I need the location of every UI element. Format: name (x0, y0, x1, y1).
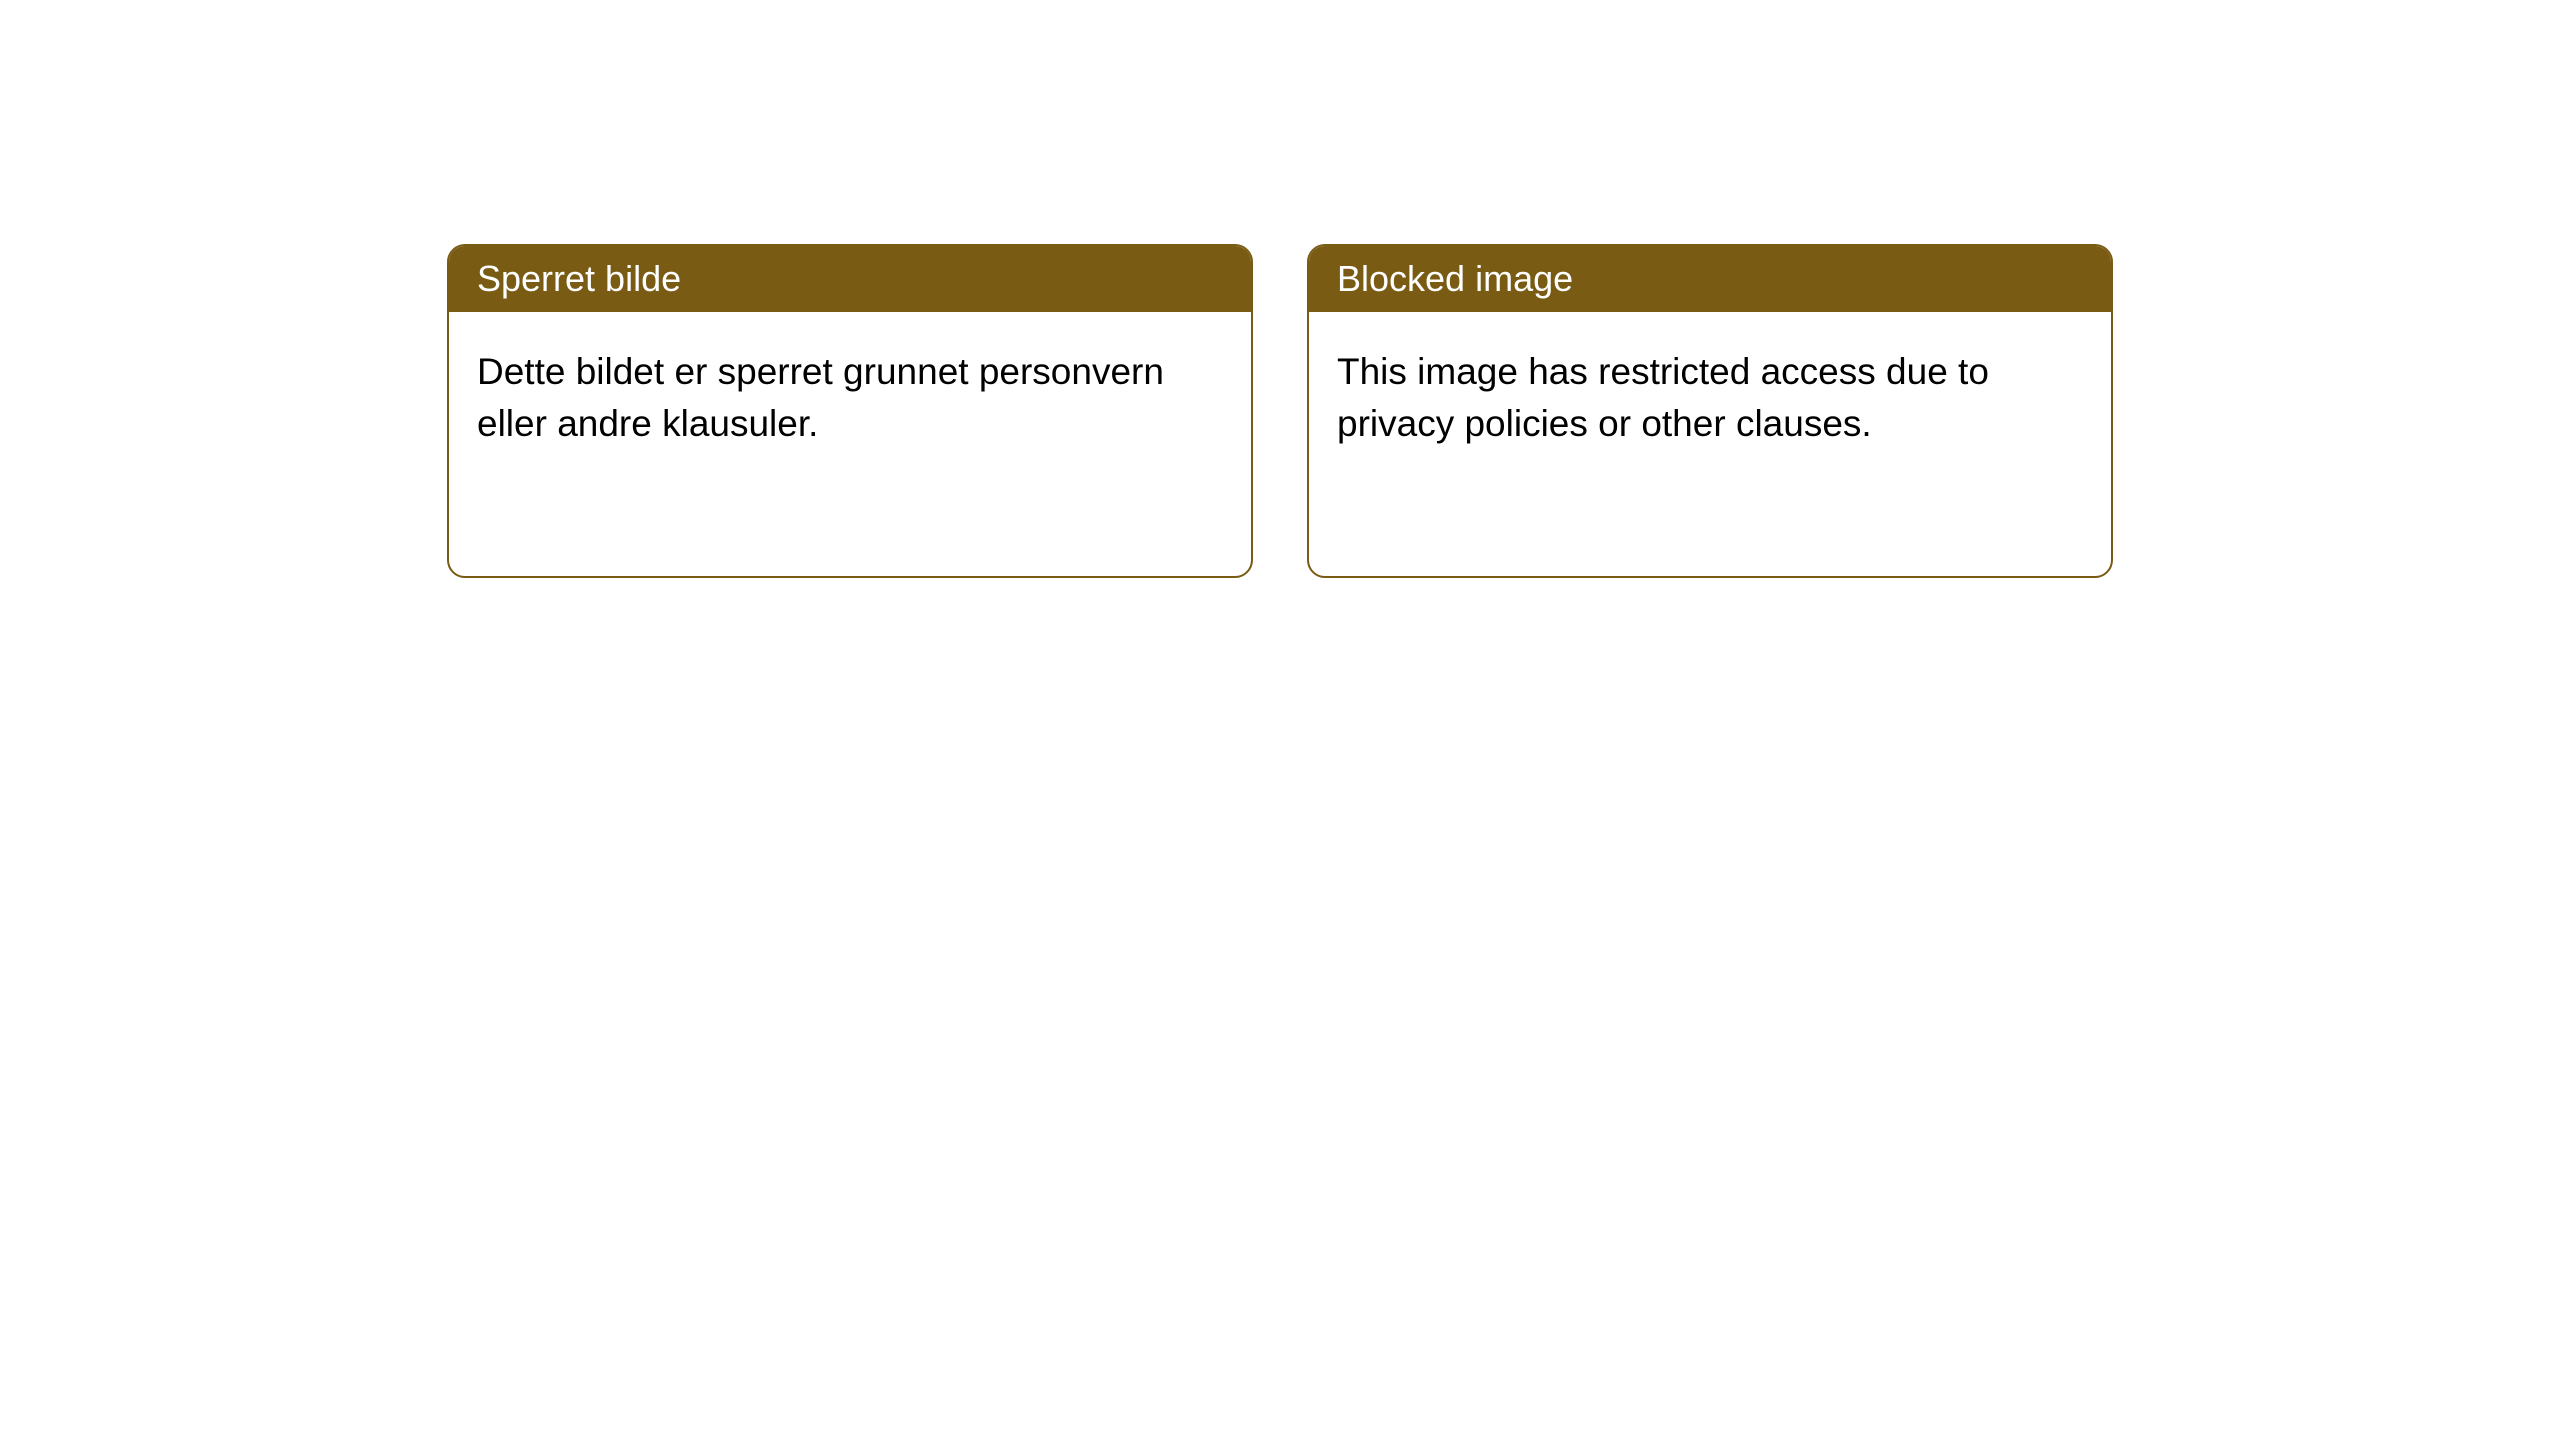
notice-header-no: Sperret bilde (449, 246, 1251, 312)
notice-body-no: Dette bildet er sperret grunnet personve… (449, 312, 1251, 484)
notice-body-en: This image has restricted access due to … (1309, 312, 2111, 484)
notice-card-en: Blocked image This image has restricted … (1307, 244, 2113, 578)
notice-header-en: Blocked image (1309, 246, 2111, 312)
notice-container: Sperret bilde Dette bildet er sperret gr… (447, 244, 2113, 1440)
notice-card-no: Sperret bilde Dette bildet er sperret gr… (447, 244, 1253, 578)
